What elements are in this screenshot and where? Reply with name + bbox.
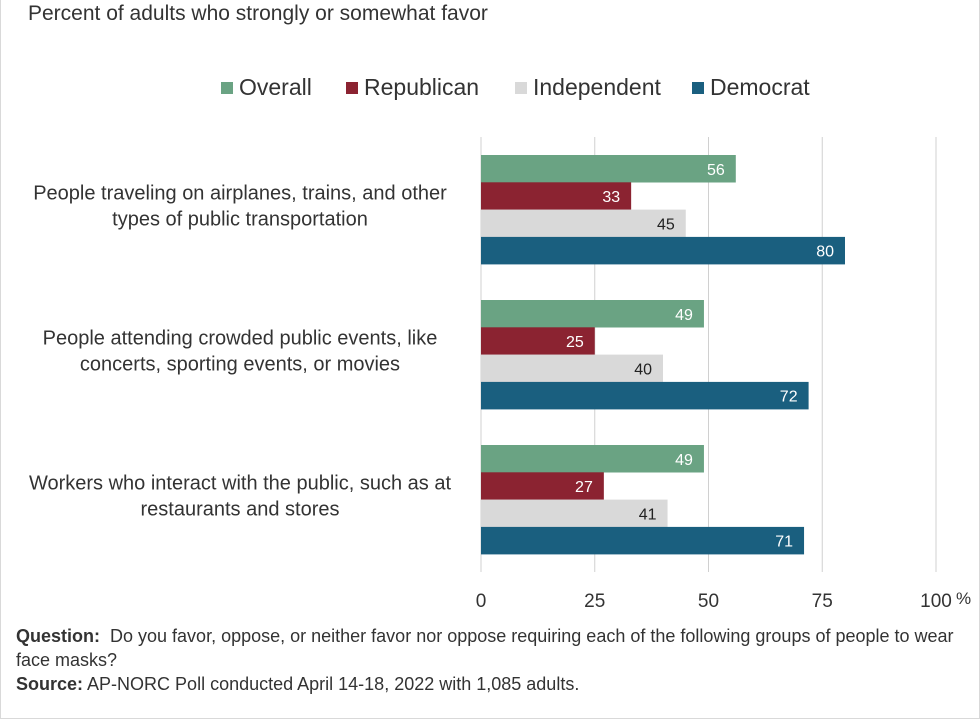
bar — [481, 526, 805, 555]
data-label: 56 — [707, 162, 725, 179]
bar — [481, 472, 604, 500]
legend-label-overall: Overall — [239, 74, 312, 100]
data-label: 71 — [775, 534, 793, 551]
bar — [481, 300, 704, 328]
legend-label-republican: Republican — [364, 74, 480, 100]
chart-subtitle: Percent of adults who strongly or somewh… — [28, 2, 488, 25]
legend-swatch-independent — [515, 81, 527, 94]
legend-swatch-overall — [221, 81, 233, 94]
source-note: Source: AP-NORC Poll conducted April 14-… — [16, 672, 966, 696]
x-tick-label: 0 — [476, 591, 487, 612]
x-tick-label: 50 — [698, 591, 719, 612]
bar — [481, 354, 663, 383]
data-label: 25 — [566, 334, 584, 351]
legend-label-independent: Independent — [533, 74, 661, 100]
category-label: restaurants and stores — [141, 499, 340, 521]
bar — [481, 155, 736, 183]
bar — [481, 209, 686, 238]
x-tick-label: 100 — [920, 591, 952, 612]
bar — [481, 236, 845, 265]
x-tick-label: 75 — [812, 591, 833, 612]
question-text: Do you favor, oppose, or neither favor n… — [16, 626, 954, 670]
legend-item-independent: Independent — [515, 74, 661, 101]
source-label: Source: — [16, 674, 84, 694]
category-label: Workers who interact with the public, su… — [29, 473, 451, 495]
x-tick-label: 25 — [584, 591, 605, 612]
data-label: 33 — [602, 189, 620, 206]
legend-item-overall: Overall — [221, 74, 312, 101]
x-axis-unit: % — [956, 589, 971, 608]
bar — [481, 327, 595, 355]
legend-swatch-democrat — [692, 81, 704, 94]
bar — [481, 445, 704, 473]
data-label: 49 — [675, 452, 693, 469]
data-label: 27 — [575, 479, 593, 496]
category-label: People attending crowded public events, … — [43, 328, 438, 350]
legend-swatch-republican — [346, 81, 358, 94]
data-label: 40 — [634, 361, 652, 378]
question-label: Question: — [16, 626, 100, 646]
chart-footer: Question: Do you favor, oppose, or neith… — [16, 624, 966, 696]
data-label: 49 — [675, 307, 693, 324]
bar — [481, 499, 668, 528]
data-label: 72 — [780, 389, 798, 406]
category-label: People traveling on airplanes, trains, a… — [33, 183, 447, 205]
data-label: 45 — [657, 216, 675, 233]
bar — [481, 182, 632, 210]
data-label: 80 — [816, 244, 834, 261]
legend-item-democrat: Democrat — [692, 74, 810, 101]
bar — [481, 381, 809, 410]
legend-item-republican: Republican — [346, 74, 479, 101]
legend-label-democrat: Democrat — [710, 74, 810, 100]
data-label: 41 — [639, 506, 657, 523]
question-note: Question: Do you favor, oppose, or neith… — [16, 624, 966, 672]
category-label: types of public transportation — [112, 209, 368, 231]
chart-legend: Overall Republican Independent Democrat — [0, 74, 980, 102]
category-label: concerts, sporting events, or movies — [80, 354, 400, 376]
source-text: AP-NORC Poll conducted April 14-18, 2022… — [87, 674, 580, 694]
